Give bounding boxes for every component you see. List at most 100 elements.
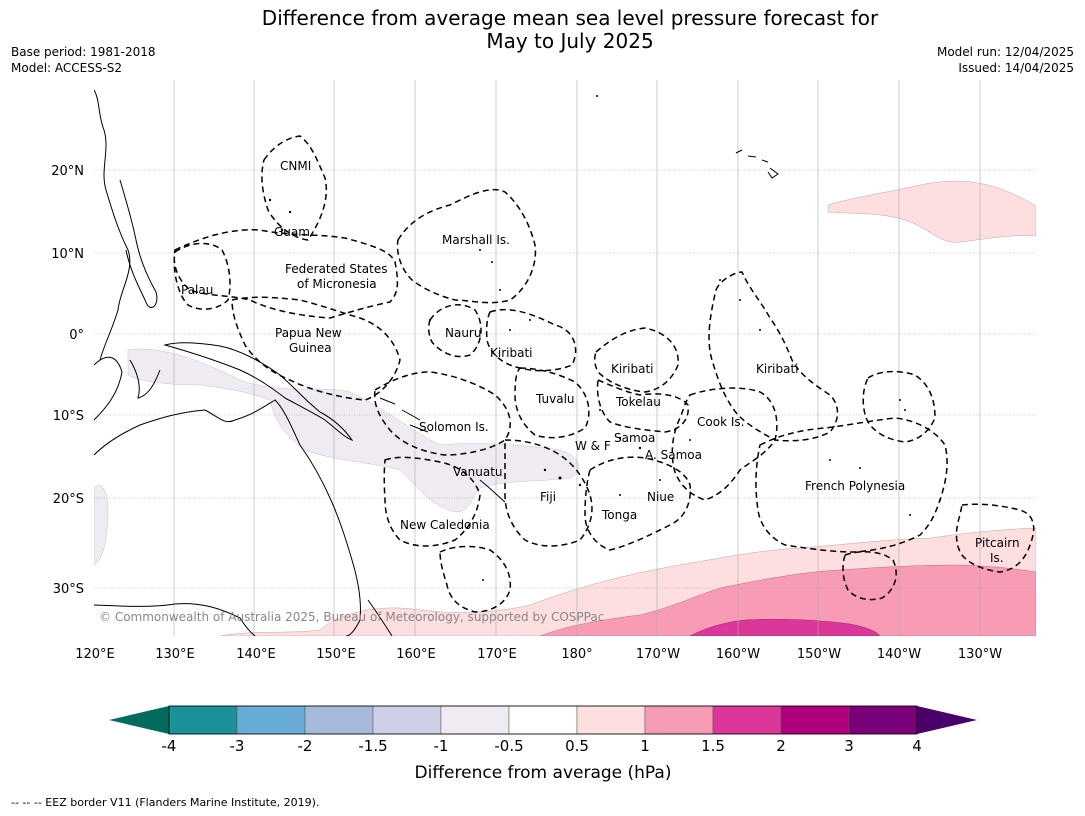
eez-tuvalu [514, 367, 590, 439]
region-label-samoa: Samoa [614, 431, 655, 445]
anomaly-fill-lavender [127, 348, 579, 513]
eez-kiribati-line [708, 271, 839, 442]
lat-label-20s: 20°S [53, 492, 84, 507]
coast-sulawesi [129, 359, 161, 399]
region-label-tokelau: Tokelau [615, 395, 661, 409]
eez-austral [842, 550, 897, 601]
region-label-fsm-2: of Micronesia [297, 277, 377, 291]
region-label-palau: Palau [181, 283, 213, 297]
eez-kiribati-phoenix [593, 327, 679, 393]
anomaly-fills [94, 180, 1036, 636]
region-label-guam: Guam [274, 225, 310, 239]
colorbar-swatch [236, 705, 306, 735]
coast-australia [94, 399, 361, 636]
colorbar-tick-label: 0.5 [565, 737, 589, 755]
eez-tonga-niue [584, 456, 692, 551]
lon-label-160w: 160°W [716, 647, 760, 662]
region-label-pitcairn-1: Pitcairn [975, 536, 1020, 550]
lat-label-0: 0° [69, 328, 84, 343]
region-label-cook: Cook Is. [697, 415, 744, 429]
latitude-labels: 20°N 10°N 0° 10°S 20°S 30°S [51, 164, 84, 597]
region-label-png-1: Papua New [275, 326, 342, 340]
colorbar-tick-label: 1.5 [701, 737, 725, 755]
eez-nauru [427, 304, 482, 358]
colorbar-swatch [848, 705, 918, 735]
coast-new-guinea [163, 342, 354, 442]
region-label-nauru: Nauru [445, 326, 481, 340]
lon-label-120e: 120°E [75, 647, 115, 662]
colorbar-swatch [440, 705, 510, 735]
title-line-1: Difference from average mean sea level p… [261, 6, 879, 30]
lon-label-160e: 160°E [396, 647, 436, 662]
colorbar-tick-label: -2 [298, 737, 313, 755]
region-label-vanuatu: Vanuatu [453, 465, 503, 479]
region-label-marshall: Marshall Is. [442, 233, 510, 247]
region-label-tonga: Tonga [601, 508, 637, 522]
model-run: Model run: 12/04/2025 [936, 45, 1074, 59]
eez-newcal-south [439, 545, 512, 613]
anomaly-fill-pink-northeast [827, 180, 1036, 243]
eez-fsm [173, 229, 399, 319]
title-line-2: May to July 2025 [486, 29, 654, 53]
coast-solomon [379, 397, 429, 433]
region-label-fiji: Fiji [540, 490, 556, 504]
anomaly-fill-medium-pink [539, 564, 1036, 636]
lat-label-20n: 20°N [51, 164, 84, 179]
anomaly-fill-magenta [689, 618, 881, 636]
lon-label-180: 180° [561, 647, 592, 662]
metadata-left: Base period: 1981-2018 Model: ACCESS-S2 [11, 44, 156, 76]
region-label-kiribati-c: Kiribati [611, 362, 653, 376]
colorbar-swatch [508, 705, 578, 735]
colorbar-swatch [168, 705, 238, 735]
eez-cnmi [261, 135, 328, 241]
colorbar-tick-label: 4 [912, 737, 922, 755]
lon-label-130w: 130°W [958, 647, 1002, 662]
eez-palau [173, 242, 231, 310]
coast-new-caledonia [479, 479, 506, 503]
region-label-french-polynesia: French Polynesia [805, 479, 905, 493]
coast-philippines [119, 179, 158, 308]
colorbar-swatch [372, 705, 442, 735]
lon-label-140e: 140°E [236, 647, 276, 662]
region-label-pitcairn-2: Is. [990, 551, 1004, 565]
metadata-right: Model run: 12/04/2025 Issued: 14/04/2025 [937, 44, 1074, 76]
colorbar-swatch [304, 705, 374, 735]
coast-asia [94, 89, 131, 361]
map-title: Difference from average mean sea level p… [0, 7, 1085, 53]
region-label-png-2: Guinea [289, 341, 332, 355]
colorbar-tick-label: -1 [434, 737, 449, 755]
colorbar: -4 -3 -2 -1.5 -1 -0.5 0.5 1 1.5 2 3 4 Difference fr… [109, 705, 977, 783]
region-labels: CNMI Guam Marshall Is. Federated States … [181, 159, 1020, 565]
colorbar-under-arrow [109, 706, 169, 734]
eez-tokelau [596, 378, 689, 433]
coast-borneo [94, 356, 123, 421]
eez-png [231, 296, 401, 401]
latitude-lines [94, 169, 1036, 589]
lat-label-10n: 10°N [51, 247, 84, 262]
colorbar-tick-label: 3 [844, 737, 854, 755]
lon-label-150e: 150°E [316, 647, 356, 662]
eez-vanuatu-nc [383, 456, 481, 547]
colorbar-swatch [780, 705, 850, 735]
region-label-niue: Niue [647, 490, 674, 504]
colorbar-tick-label: -3 [230, 737, 245, 755]
eez-marquesas [862, 370, 936, 443]
eez-footnote: -- -- -- EEZ border V11 (Flanders Marine… [11, 796, 320, 809]
eez-fiji-tonga [504, 439, 593, 547]
longitude-labels: 120°E 130°E 140°E 150°E 160°E 170°E 180°… [75, 647, 1002, 662]
coastlines [94, 89, 779, 636]
colorbar-label: Difference from average (hPa) [415, 763, 672, 783]
colorbar-outline [168, 705, 918, 735]
lat-label-30s: 30°S [53, 582, 84, 597]
model-name: Model: ACCESS-S2 [11, 61, 123, 75]
eez-solomon [373, 371, 511, 456]
colorbar-tick-labels: -4 -3 -2 -1.5 -1 -0.5 0.5 1 1.5 2 3 4 [162, 737, 922, 755]
region-label-tuvalu: Tuvalu [535, 392, 575, 406]
eez-marshall [396, 188, 537, 304]
colorbar-tick-label: -4 [162, 737, 177, 755]
lon-label-170w: 170°W [636, 647, 680, 662]
lon-label-150w: 150°W [797, 647, 841, 662]
region-label-kiribati-e: Kiribati [756, 362, 798, 376]
anomaly-fill-lavender-west [94, 485, 109, 566]
